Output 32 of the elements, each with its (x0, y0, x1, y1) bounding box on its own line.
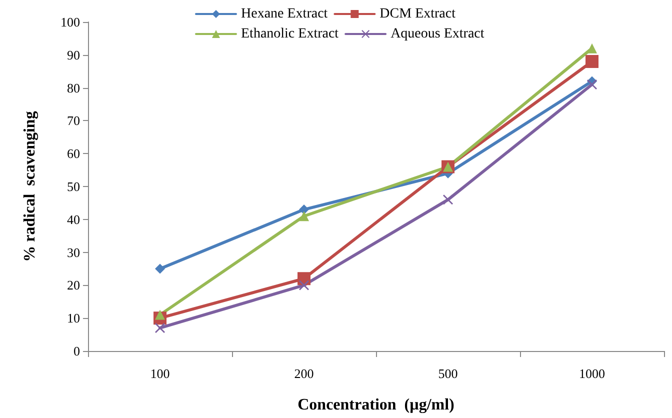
y-tick-label: 50 (67, 179, 80, 194)
point (587, 80, 597, 90)
point (155, 310, 165, 320)
point (443, 194, 453, 205)
legend-label: DCM Extract (380, 6, 456, 22)
y-tick-label: 30 (67, 244, 80, 260)
x-tick-label: 500 (438, 366, 458, 381)
point (587, 43, 597, 54)
y-tick-label: 90 (67, 47, 80, 62)
x-axis-title: Concentration (µg/ml) (298, 396, 454, 414)
point (155, 322, 165, 333)
y-tick-label: 80 (67, 80, 80, 96)
y-tick-label: 0 (74, 344, 80, 358)
y-tick-label: 100 (60, 14, 80, 30)
y-tick-label: 40 (67, 212, 80, 227)
y-tick-label: 60 (67, 146, 80, 162)
point (298, 272, 310, 286)
x-tick-label: 200 (294, 366, 314, 381)
point (299, 280, 309, 290)
y-tick-label: 20 (67, 278, 80, 293)
point (299, 211, 309, 222)
x-tick-label: 100 (150, 366, 170, 381)
y-tick-label: 10 (67, 310, 80, 326)
legend-label: Aqueous Extract (390, 26, 484, 42)
y-tick-label: 70 (67, 113, 80, 128)
legend-label: Hexane Extract (241, 6, 328, 22)
point (586, 54, 598, 68)
point (155, 264, 165, 274)
y-axis-title: % radical scavenging (22, 111, 38, 262)
point (299, 204, 309, 215)
legend-label: Ethanolic Extract (241, 26, 339, 42)
x-tick-label: 1000 (579, 366, 605, 381)
